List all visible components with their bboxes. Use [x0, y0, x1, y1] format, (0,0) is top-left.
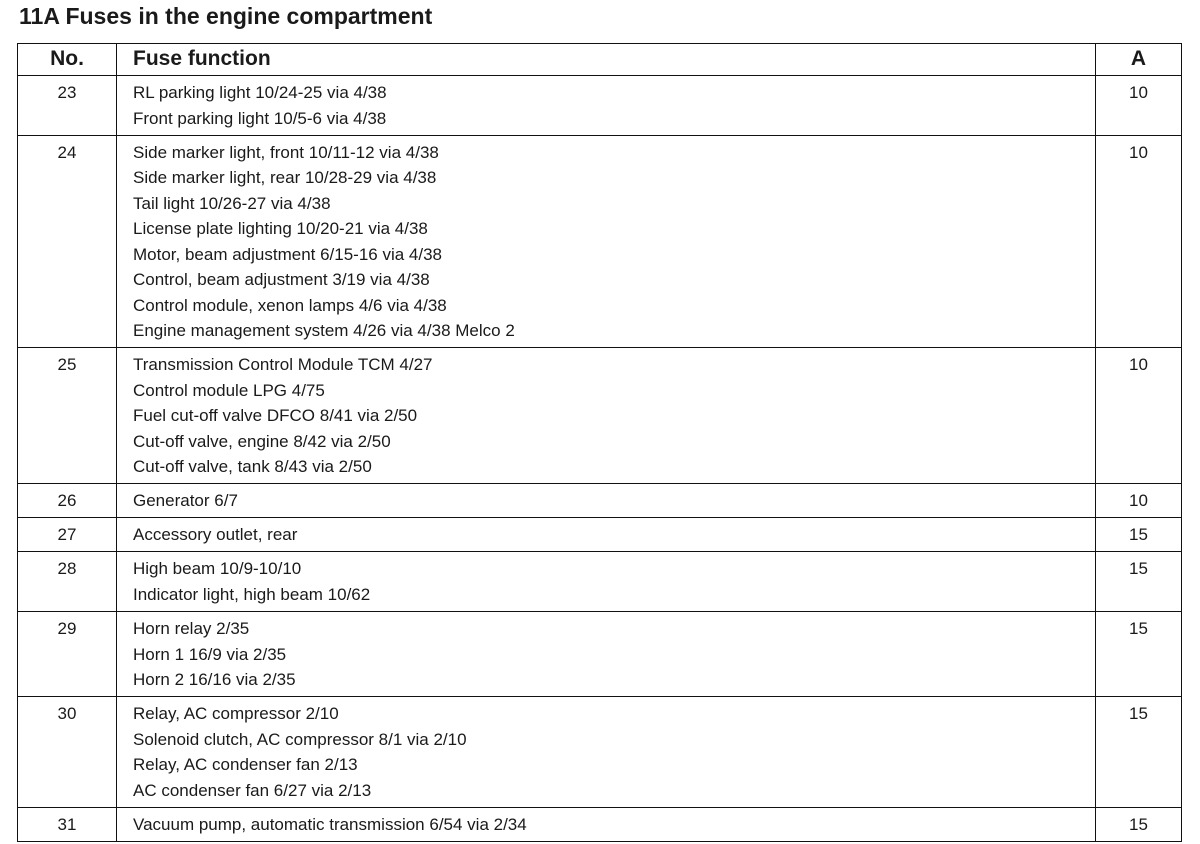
fuse-row: 28 High beam 10/9-10/10 Indicator light, h… — [17, 551, 1182, 613]
fuse-function: High beam 10/9-10/10 Indicator light, hig… — [116, 551, 1096, 613]
header-cell: A — [1095, 43, 1182, 76]
function-line: High beam 10/9-10/10 — [133, 559, 302, 579]
fuse-number: 31 — [17, 806, 117, 842]
fuse-row: 24 Side marker light, front 10/11-12 via … — [17, 134, 1182, 349]
fuse-function: Horn relay 2/35 Horn 1 16/9 via 2/35 Horn … — [116, 611, 1096, 698]
fuse-number: 29 — [17, 611, 117, 698]
fuse-function: Generator 6/7 — [116, 483, 1096, 519]
function-line: Control module LPG 4/75 — [133, 380, 325, 400]
fuse-row: 31 Vacuum pump, automatic transmission 6/… — [17, 806, 1182, 842]
function-line: Fuel cut-off valve DFCO 8/41 via 2/50 — [133, 406, 418, 426]
title: 11A Fuses in the engine compartment — [19, 3, 433, 29]
fuse-function: Side marker light, front 10/11-12 via 4/… — [116, 134, 1096, 349]
fuse-number: 30 — [17, 696, 117, 808]
fuse-amperage: 15 — [1095, 696, 1182, 808]
function-line: Horn 1 16/9 via 2/35 — [133, 644, 287, 664]
fuse-row: 25 Transmission Control Module TCM 4/27 Co… — [17, 347, 1182, 485]
fuse-table: No. Fuse function A 23 RL parking light 1… — [17, 43, 1182, 842]
fuse-row: 26 Generator 6/7 10 — [17, 483, 1182, 519]
function-line: Generator 6/7 — [133, 491, 238, 511]
function-line: Transmission Control Module TCM 4/27 — [133, 355, 433, 375]
function-line: RL parking light 10/24-25 via 4/38 — [133, 83, 387, 102]
function-line: Control module, xenon lamps 4/6 via 4/38 — [133, 295, 447, 315]
fuse-row: 30 Relay, AC compressor 2/10 Solenoid clut… — [17, 696, 1182, 808]
function-line: Relay, AC condenser fan 2/13 — [133, 755, 358, 775]
fuse-amperage: 15 — [1095, 517, 1182, 553]
function-line: Front parking light 10/5-6 via 4/38 — [133, 108, 387, 128]
fuse-row: 27 Accessory outlet, rear 15 — [17, 517, 1182, 553]
fuse-function: Accessory outlet, rear — [116, 517, 1096, 553]
fuse-number: 27 — [17, 517, 117, 553]
fuse-function: Transmission Control Module TCM 4/27 Cont… — [116, 347, 1096, 485]
fuse-amperage: 15 — [1095, 551, 1182, 613]
fuse-amperage: 10 — [1095, 347, 1182, 485]
function-line: Accessory outlet, rear — [133, 525, 298, 545]
function-line: Vacuum pump, automatic transmission 6/54… — [133, 814, 527, 834]
fuse-amperage: 15 — [1095, 806, 1182, 842]
function-line: Solenoid clutch, AC compressor 8/1 via 2… — [133, 729, 467, 749]
function-line: Motor, beam adjustment 6/15-16 via 4/38 — [133, 244, 443, 264]
fuse-number: 23 — [17, 75, 117, 136]
fuse-number: 24 — [17, 134, 117, 349]
fuse-number: 25 — [17, 347, 117, 485]
function-line: Control, beam adjustment 3/19 via 4/38 — [133, 270, 430, 290]
function-line: Relay, AC compressor 2/10 — [133, 704, 339, 724]
function-line: Cut-off valve, engine 8/42 via 2/50 — [133, 431, 391, 451]
fuse-function: Relay, AC compressor 2/10 Solenoid clutch… — [116, 696, 1096, 808]
header-row: No. Fuse function A — [17, 43, 1182, 76]
function-line: Cut-off valve, tank 8/43 via 2/50 — [133, 457, 372, 477]
fuse-amperage: 10 — [1095, 75, 1182, 136]
function-line: Tail light 10/26-27 via 4/38 — [133, 193, 331, 213]
function-line: Side marker light, front 10/11-12 via 4/… — [133, 142, 439, 162]
function-line: Indicator light, high beam 10/62 — [133, 584, 371, 604]
function-line: License plate lighting 10/20-21 via 4/38 — [133, 219, 428, 239]
fuse-amperage: 10 — [1095, 134, 1182, 349]
function-line: Engine management system 4/26 via 4/38 M… — [133, 321, 515, 341]
fuse-number: 28 — [17, 551, 117, 613]
fuse-amperage: 15 — [1095, 611, 1182, 698]
function-line: AC condenser fan 6/27 via 2/13 — [133, 780, 372, 800]
fuse-amperage: 10 — [1095, 483, 1182, 519]
function-line: Horn relay 2/35 — [133, 619, 250, 639]
fuse-row: 23 RL parking light 10/24-25 via 4/38 Fron… — [17, 75, 1182, 136]
fuse-function: RL parking light 10/24-25 via 4/38 Front … — [116, 75, 1096, 136]
function-line: Horn 2 16/16 via 2/35 — [133, 670, 296, 690]
fuse-row: 29 Horn relay 2/35 Horn 1 16/9 via 2/35 Hor… — [17, 611, 1182, 698]
table-body: 23 RL parking light 10/24-25 via 4/38 Fron… — [17, 75, 1182, 842]
fuse-number: 26 — [17, 483, 117, 519]
function-line: Side marker light, rear 10/28-29 via 4/3… — [133, 168, 437, 188]
header-cell: No. — [17, 43, 117, 76]
fuse-function: Vacuum pump, automatic transmission 6/54… — [116, 806, 1096, 842]
header-cell: Fuse function — [116, 43, 1096, 76]
